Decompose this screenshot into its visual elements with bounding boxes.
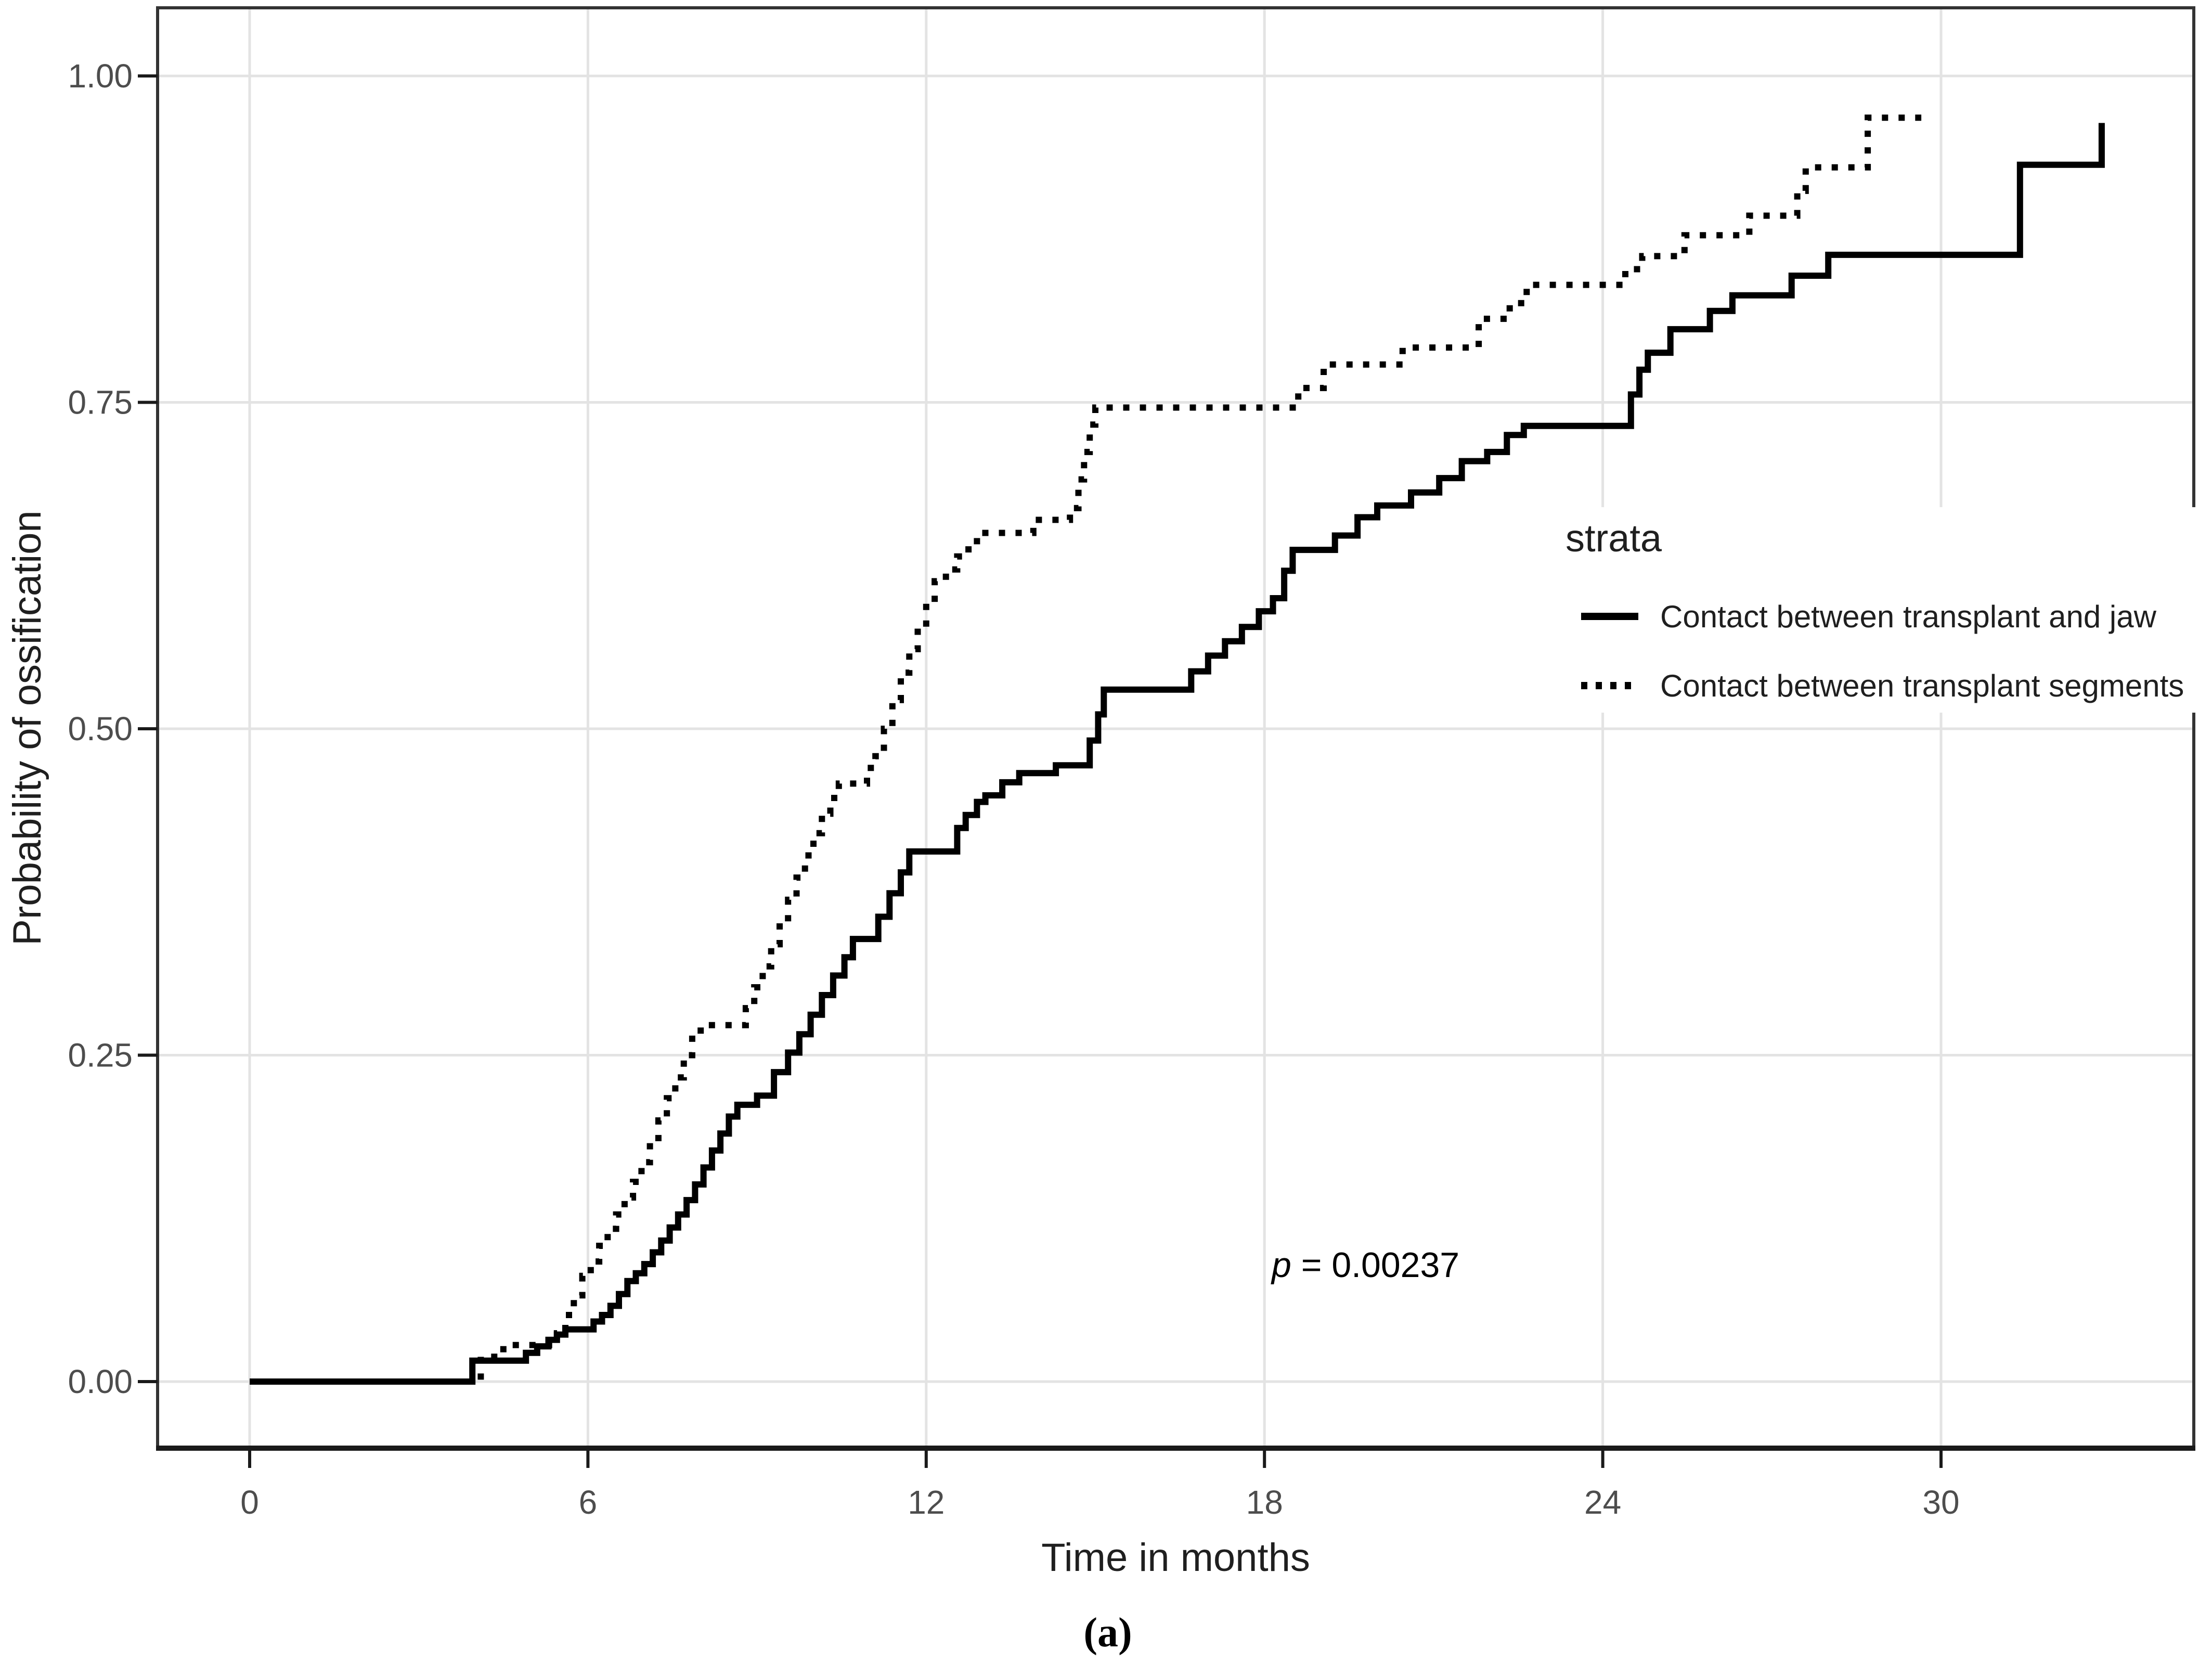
y-axis-title: Probability of ossification <box>5 510 49 945</box>
y-tick-label: 0.50 <box>68 710 133 747</box>
legend-label-solid: Contact between transplant and jaw <box>1660 599 2157 634</box>
x-tick-label: 30 <box>1922 1484 1959 1521</box>
y-tick-label: 0.25 <box>68 1037 133 1074</box>
subfigure-caption: (a) <box>1083 1610 1132 1656</box>
x-tick-label: 24 <box>1584 1484 1621 1521</box>
p-value-annotation: p = 0.00237 <box>1271 1245 1459 1285</box>
legend-title: strata <box>1566 517 1662 560</box>
x-tick-label: 18 <box>1246 1484 1283 1521</box>
curve-dotted-segments <box>250 114 1922 1385</box>
legend-background <box>1558 507 2208 713</box>
x-tick-label: 6 <box>579 1484 598 1521</box>
y-tick-label: 0.75 <box>68 384 133 421</box>
y-tick-label: 0.00 <box>68 1363 133 1400</box>
x-tick-label: 0 <box>240 1484 259 1521</box>
legend-label-dotted: Contact between transplant segments <box>1660 668 2184 703</box>
p-value-text: = 0.00237 <box>1291 1245 1459 1285</box>
x-axis-title: Time in months <box>1041 1536 1310 1580</box>
curve-solid-jaw <box>250 123 2105 1385</box>
p-value-symbol: p <box>1271 1245 1291 1285</box>
y-tick-label: 1.00 <box>68 57 133 95</box>
x-tick-label: 12 <box>908 1484 945 1521</box>
